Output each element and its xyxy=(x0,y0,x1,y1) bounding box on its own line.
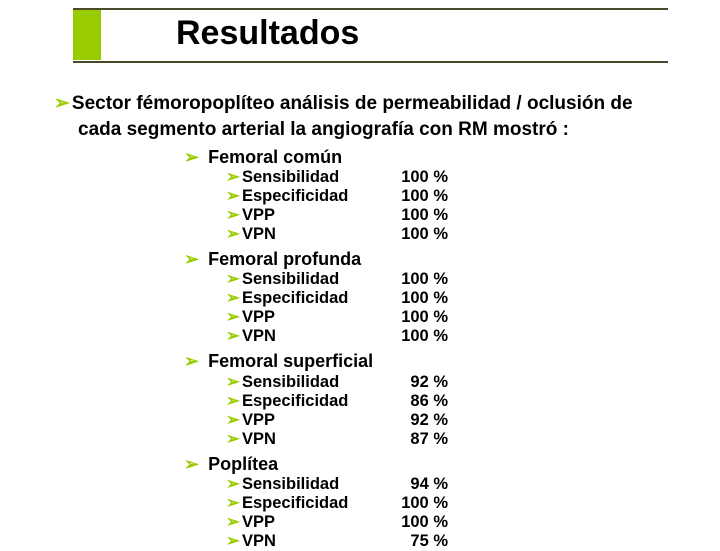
metric-label: VPP xyxy=(242,411,392,430)
metric-value: 100 % xyxy=(392,187,448,206)
arrow-icon: ➢ xyxy=(226,270,240,289)
metric-row: ➢Sensibilidad100 % xyxy=(226,168,674,187)
metric-row: ➢Sensibilidad94 % xyxy=(226,475,674,494)
arrow-icon: ➢ xyxy=(184,147,199,167)
arrow-icon: ➢ xyxy=(226,430,240,449)
metric-row: ➢VPP100 % xyxy=(226,206,674,225)
metric-label: VPN xyxy=(242,532,392,551)
content-area: ➢Sector fémoropoplíteo análisis de perme… xyxy=(54,92,674,551)
arrow-icon: ➢ xyxy=(226,373,240,392)
metric-label: VPP xyxy=(242,206,392,225)
metric-value: 86 % xyxy=(392,392,448,411)
arrow-icon: ➢ xyxy=(226,513,240,532)
metric-row: ➢Especificidad86 % xyxy=(226,392,674,411)
metric-label: Especificidad xyxy=(242,392,392,411)
metric-label: VPN xyxy=(242,430,392,449)
arrow-icon: ➢ xyxy=(184,351,199,371)
section-heading: ➢ Femoral profunda xyxy=(184,248,674,271)
metric-value: 100 % xyxy=(392,494,448,513)
metric-row: ➢VPN100 % xyxy=(226,225,674,244)
arrow-icon: ➢ xyxy=(184,249,199,269)
arrow-icon: ➢ xyxy=(226,494,240,513)
metric-value: 100 % xyxy=(392,513,448,532)
section-heading: ➢ Poplítea xyxy=(184,453,674,476)
accent-block xyxy=(73,10,101,60)
section-heading-text: Poplítea xyxy=(203,454,278,474)
arrow-icon: ➢ xyxy=(226,225,240,244)
metric-label: Especificidad xyxy=(242,289,392,308)
intro-line-2: cada segmento arterial la angiografía co… xyxy=(54,118,674,142)
metric-row: ➢Especificidad100 % xyxy=(226,289,674,308)
metric-value: 100 % xyxy=(392,289,448,308)
arrow-icon: ➢ xyxy=(226,206,240,225)
metric-label: VPP xyxy=(242,308,392,327)
metric-row: ➢VPP100 % xyxy=(226,308,674,327)
metric-value: 75 % xyxy=(392,532,448,551)
metric-label: VPN xyxy=(242,327,392,346)
metric-row: ➢VPP92 % xyxy=(226,411,674,430)
metric-label: Especificidad xyxy=(242,494,392,513)
metric-value: 94 % xyxy=(392,475,448,494)
arrow-icon: ➢ xyxy=(54,93,70,114)
metric-value: 100 % xyxy=(392,327,448,346)
arrow-icon: ➢ xyxy=(226,327,240,346)
section-heading-text: Femoral común xyxy=(203,147,342,167)
metric-label: Sensibilidad xyxy=(242,373,392,392)
metric-value: 100 % xyxy=(392,206,448,225)
metric-row: ➢Especificidad100 % xyxy=(226,187,674,206)
page-title: Resultados xyxy=(176,14,359,53)
arrow-icon: ➢ xyxy=(226,168,240,187)
metric-row: ➢VPN75 % xyxy=(226,532,674,551)
section-heading: ➢ Femoral común xyxy=(184,146,674,169)
metric-row: ➢Especificidad100 % xyxy=(226,494,674,513)
metric-row: ➢VPP100 % xyxy=(226,513,674,532)
metric-row: ➢VPN87 % xyxy=(226,430,674,449)
section-heading-text: Femoral profunda xyxy=(203,249,361,269)
section-heading: ➢ Femoral superficial xyxy=(184,350,674,373)
title-rule-top xyxy=(73,8,668,10)
metric-label: Sensibilidad xyxy=(242,168,392,187)
arrow-icon: ➢ xyxy=(226,392,240,411)
metric-label: Sensibilidad xyxy=(242,475,392,494)
metric-value: 100 % xyxy=(392,225,448,244)
intro-line-1: ➢Sector fémoropoplíteo análisis de perme… xyxy=(54,92,674,116)
metric-label: Sensibilidad xyxy=(242,270,392,289)
metric-value: 92 % xyxy=(392,373,448,392)
metric-value: 92 % xyxy=(392,411,448,430)
metric-row: ➢Sensibilidad92 % xyxy=(226,373,674,392)
arrow-icon: ➢ xyxy=(226,289,240,308)
title-rule-bottom xyxy=(73,61,668,63)
metric-label: Especificidad xyxy=(242,187,392,206)
arrow-icon: ➢ xyxy=(226,411,240,430)
intro-text-1: Sector fémoropoplíteo análisis de permea… xyxy=(72,93,633,114)
metric-value: 87 % xyxy=(392,430,448,449)
arrow-icon: ➢ xyxy=(226,308,240,327)
metric-label: VPN xyxy=(242,225,392,244)
metric-value: 100 % xyxy=(392,308,448,327)
arrow-icon: ➢ xyxy=(226,187,240,206)
section-heading-text: Femoral superficial xyxy=(203,351,373,371)
arrow-icon: ➢ xyxy=(226,475,240,494)
metric-row: ➢Sensibilidad100 % xyxy=(226,270,674,289)
metric-row: ➢VPN100 % xyxy=(226,327,674,346)
arrow-icon: ➢ xyxy=(184,454,199,474)
arrow-icon: ➢ xyxy=(226,532,240,551)
metric-label: VPP xyxy=(242,513,392,532)
metric-value: 100 % xyxy=(392,168,448,187)
metric-value: 100 % xyxy=(392,270,448,289)
